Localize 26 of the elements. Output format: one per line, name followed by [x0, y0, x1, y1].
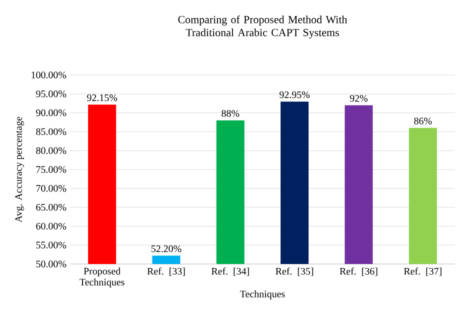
y-tick-label: 80.00%	[36, 147, 66, 154]
data-label: 92.15%	[87, 94, 118, 102]
y-tick-label: 95.00%	[36, 90, 66, 98]
y-tick-label: 60.00%	[36, 222, 66, 230]
x-tick-label: Ref. [37]	[404, 268, 442, 276]
y-tick-label: 55.00%	[36, 242, 66, 248]
chart-title: Comparing of Proposed Method With Traditional Arabic CAPT Systems	[178, 15, 348, 38]
x-axis-title: Techniques	[240, 290, 285, 300]
y-tick-label: 75.00%	[36, 166, 66, 173]
x-tick-label: Ref. [34]	[211, 268, 249, 276]
data-label: 86%	[414, 118, 432, 124]
data-label: 92.95%	[280, 91, 310, 98]
y-tick-label: 85.00%	[36, 128, 66, 136]
data-label: 52.20%	[151, 245, 182, 252]
y-axis-title: Avg. Accuracy percentage	[15, 116, 24, 222]
y-tick-label: 70.00%	[36, 185, 66, 192]
y-tick-label: 65.00%	[36, 204, 66, 211]
y-tick-label: 100.00%	[32, 72, 66, 78]
data-label: 92%	[350, 94, 368, 102]
x-tick-label: Ref. [33]	[147, 268, 185, 276]
y-tick-label: 90.00%	[36, 109, 66, 116]
x-tick-label: Ref. [36]	[340, 268, 378, 276]
data-label: 88%	[222, 110, 240, 117]
x-tick-label: Proposed Techniques	[80, 268, 124, 288]
y-tick-label: 50.00%	[36, 260, 66, 268]
x-tick-label: Ref. [35]	[276, 268, 314, 276]
